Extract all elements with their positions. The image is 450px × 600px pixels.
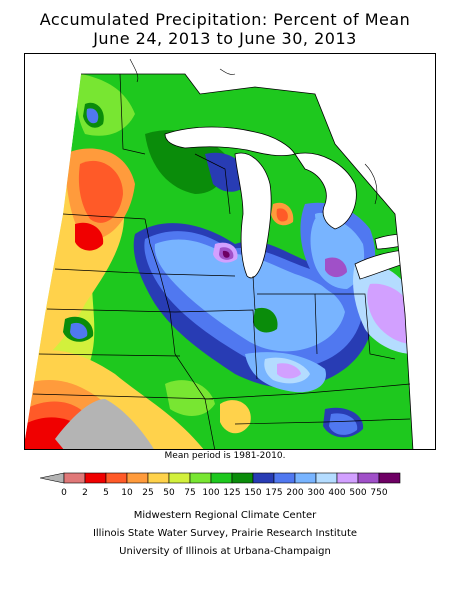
mean-period-note: Mean period is 1981-2010.: [164, 451, 286, 461]
legend-label: 50: [163, 488, 175, 498]
legend-label: 25: [142, 488, 153, 498]
legend-swatch: [126, 472, 149, 484]
legend-swatch: [378, 472, 401, 484]
great-lakes: [164, 126, 421, 280]
legend-label: 175: [265, 488, 282, 498]
legend-swatch: [168, 472, 191, 484]
legend-label: 5: [103, 488, 109, 498]
legend-swatch: [273, 472, 296, 484]
legend-label: 125: [223, 488, 240, 498]
legend-label: 75: [184, 488, 195, 498]
legend-label: 10: [121, 488, 133, 498]
legend-label: 750: [370, 488, 387, 498]
credit-line-1: Midwestern Regional Climate Center: [133, 510, 317, 521]
legend-label: 150: [244, 488, 261, 498]
map-graphic: [25, 54, 435, 449]
legend-swatch: [210, 472, 233, 484]
legend-swatch: [294, 472, 317, 484]
legend-label: 2: [82, 488, 88, 498]
legend-swatch: [105, 472, 128, 484]
legend-swatch: [357, 472, 380, 484]
credit-line-3: University of Illinois at Urbana-Champai…: [119, 546, 331, 557]
credit-line-2: Illinois State Water Survey, Prairie Res…: [92, 528, 358, 539]
legend-swatch: [336, 472, 359, 484]
legend-label: 400: [328, 488, 345, 498]
legend-swatch: [63, 472, 86, 484]
outside-region: [25, 54, 435, 449]
legend-boxes: [40, 472, 401, 484]
precipitation-map: [24, 53, 436, 450]
legend-swatch: [315, 472, 338, 484]
legend-swatch: [84, 472, 107, 484]
legend-swatch: [231, 472, 254, 484]
legend-label: 0: [61, 488, 67, 498]
legend-swatch: [147, 472, 170, 484]
map-date-range: June 24, 2013 to June 30, 2013: [93, 29, 357, 48]
legend-labels: 0 2 5 10 25 50 75 100 125 150 175 200 300 400 500 750: [61, 488, 388, 498]
coastline-details: [129, 58, 378, 205]
legend-label: 300: [307, 488, 324, 498]
color-legend: 0 2 5 10 25 50 75 100 125 150 175 200 300 400 500 750: [40, 472, 401, 498]
state-borders: [32, 73, 411, 449]
map-title: Accumulated Precipitation: Percent of Me…: [39, 10, 411, 29]
legend-label: 500: [349, 488, 366, 498]
legend-label: 100: [202, 488, 219, 498]
legend-swatch: [252, 472, 275, 484]
legend-swatch: [189, 472, 212, 484]
legend-label: 200: [286, 488, 303, 498]
legend-arrow: [40, 472, 65, 484]
